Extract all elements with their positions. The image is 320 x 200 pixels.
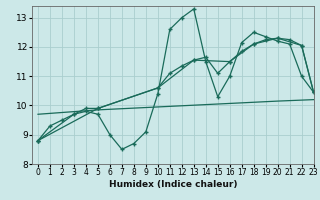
X-axis label: Humidex (Indice chaleur): Humidex (Indice chaleur) xyxy=(108,180,237,189)
